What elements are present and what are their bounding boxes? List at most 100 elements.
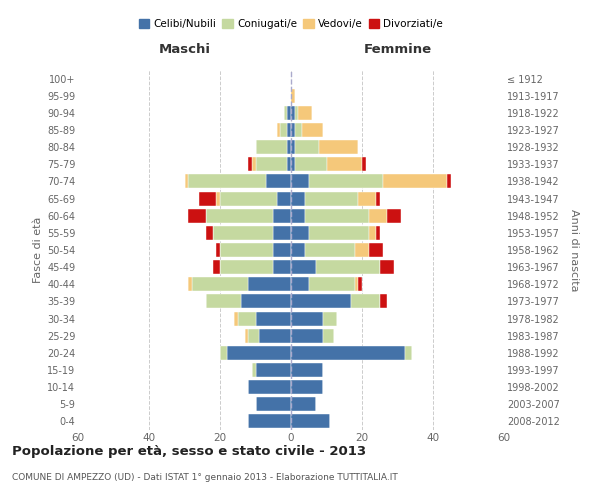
Bar [323,312,337,326]
Bar [305,192,358,205]
Bar [309,226,369,240]
Bar [291,260,316,274]
Bar [185,174,188,188]
Bar [266,174,291,188]
Bar [248,380,291,394]
Bar [295,140,319,154]
Bar [234,312,238,326]
Bar [380,294,387,308]
Bar [302,123,323,137]
Bar [256,158,287,172]
Bar [387,208,401,222]
Bar [277,123,280,137]
Bar [369,243,383,257]
Bar [252,363,256,377]
Bar [291,158,295,172]
Y-axis label: Anni di nascita: Anni di nascita [569,209,579,291]
Bar [217,243,220,257]
Bar [248,328,259,342]
Text: Popolazione per età, sesso e stato civile - 2013: Popolazione per età, sesso e stato civil… [12,445,366,458]
Bar [213,226,273,240]
Bar [291,346,404,360]
Bar [447,174,451,188]
Bar [291,328,323,342]
Bar [259,328,291,342]
Text: COMUNE DI AMPEZZO (UD) - Dati ISTAT 1° gennaio 2013 - Elaborazione TUTTITALIA.IT: COMUNE DI AMPEZZO (UD) - Dati ISTAT 1° g… [12,472,398,482]
Bar [376,226,380,240]
Bar [355,278,358,291]
Bar [291,106,295,120]
Bar [295,123,302,137]
Bar [287,106,291,120]
Bar [326,158,362,172]
Bar [291,414,330,428]
Bar [273,260,291,274]
Bar [256,398,291,411]
Bar [248,158,252,172]
Bar [352,294,380,308]
Bar [291,398,316,411]
Bar [323,328,334,342]
Bar [291,278,309,291]
Y-axis label: Fasce di età: Fasce di età [32,217,43,283]
Bar [284,106,287,120]
Bar [220,346,227,360]
Bar [220,260,273,274]
Bar [291,88,295,102]
Bar [291,226,309,240]
Bar [206,208,273,222]
Bar [316,260,380,274]
Bar [213,260,220,274]
Bar [256,363,291,377]
Bar [277,192,291,205]
Bar [298,106,313,120]
Bar [369,226,376,240]
Bar [241,294,291,308]
Bar [273,243,291,257]
Bar [295,106,298,120]
Bar [369,208,387,222]
Bar [280,123,287,137]
Bar [273,226,291,240]
Bar [291,192,305,205]
Bar [319,140,358,154]
Bar [287,123,291,137]
Bar [291,123,295,137]
Legend: Celibi/Nubili, Coniugati/e, Vedovi/e, Divorziati/e: Celibi/Nubili, Coniugati/e, Vedovi/e, Di… [139,20,443,30]
Bar [191,278,248,291]
Bar [188,208,206,222]
Bar [227,346,291,360]
Bar [355,243,369,257]
Bar [291,140,295,154]
Bar [291,312,323,326]
Bar [305,243,355,257]
Text: Femmine: Femmine [364,44,431,57]
Bar [291,243,305,257]
Bar [206,226,213,240]
Bar [305,208,369,222]
Bar [199,192,217,205]
Text: Maschi: Maschi [158,44,211,57]
Bar [256,140,287,154]
Bar [291,380,323,394]
Bar [287,158,291,172]
Bar [404,346,412,360]
Bar [206,294,241,308]
Bar [248,278,291,291]
Bar [287,140,291,154]
Bar [383,174,447,188]
Bar [256,312,291,326]
Bar [245,328,248,342]
Bar [220,243,273,257]
Bar [309,174,383,188]
Bar [273,208,291,222]
Bar [380,260,394,274]
Bar [252,158,256,172]
Bar [248,414,291,428]
Bar [291,363,323,377]
Bar [309,278,355,291]
Bar [220,192,277,205]
Bar [188,174,266,188]
Bar [291,208,305,222]
Bar [295,158,326,172]
